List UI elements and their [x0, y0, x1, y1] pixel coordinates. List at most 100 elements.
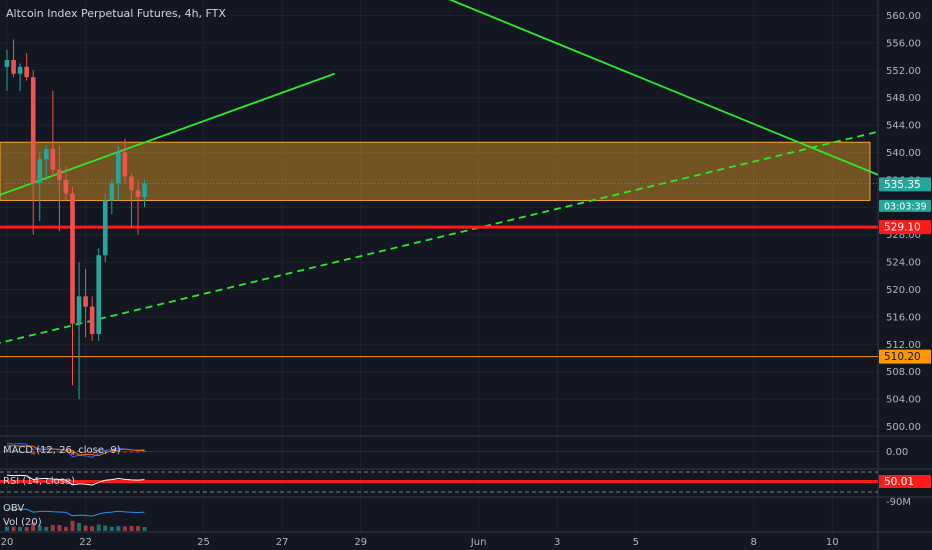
macd-histogram-bar [96, 449, 101, 452]
y-tick-label: 544.00 [886, 121, 921, 132]
candle [37, 152, 43, 221]
volume-bar [50, 524, 55, 531]
macd-histogram-bar [122, 451, 127, 453]
volume-bar [83, 525, 88, 531]
macd-histogram-bar [109, 451, 114, 453]
rsi-indicator-label[interactable]: RSI (14, close) [3, 476, 76, 487]
y-tick-label: 540.00 [886, 148, 921, 159]
macd-histogram-bar [63, 451, 68, 453]
obv-line [6, 508, 145, 517]
rsi-axis-label: 50.01 [884, 476, 914, 488]
candle-body [57, 169, 62, 180]
macd-histogram-bar [116, 450, 121, 452]
macd-histogram-bar [44, 451, 49, 453]
volume-bar [63, 526, 68, 531]
volume-bar [116, 526, 121, 531]
candle-body [50, 149, 56, 170]
x-tick-label: 27 [276, 537, 289, 548]
candle [30, 70, 36, 235]
x-tick-label: 22 [79, 537, 92, 548]
candle-body [129, 176, 134, 191]
candle [24, 53, 29, 81]
macd-axis-label: 0.00 [886, 447, 908, 458]
candle [83, 268, 88, 338]
y-tick-label: 500.00 [886, 422, 921, 433]
candle [116, 145, 121, 201]
main-pane [0, 0, 878, 400]
volume-bar [96, 524, 101, 531]
volume-bar [18, 527, 23, 531]
price-tag-countdown: 03:03:39 [884, 201, 927, 212]
obv-indicator-label[interactable]: OBV [3, 503, 25, 514]
macd-histogram-bar [50, 451, 55, 453]
volume-bar [31, 522, 36, 531]
y-tick-label: 560.00 [886, 11, 921, 22]
candle-body [4, 60, 10, 67]
macd-histogram-bar [136, 451, 140, 453]
candle [89, 296, 95, 341]
y-tick-label: 524.00 [886, 258, 921, 269]
candle-body [116, 152, 121, 184]
y-tick-label: 548.00 [886, 93, 921, 104]
candle-body [96, 255, 101, 335]
volume-bar [70, 520, 75, 531]
price-tag-support: 529.10 [884, 222, 921, 234]
x-tick-label: 10 [826, 537, 839, 548]
indicator-panes [0, 442, 878, 531]
macd-histogram-bar [37, 450, 42, 452]
y-tick-label: 528.00 [886, 230, 921, 241]
y-tick-label: 552.00 [886, 66, 921, 77]
candle-body [30, 77, 36, 184]
candle [44, 145, 49, 180]
candle-body [11, 60, 16, 74]
macd-histogram-bar [142, 451, 147, 453]
trendline-2 [0, 130, 878, 344]
macd-histogram-bar [18, 451, 23, 453]
macd-histogram-bar [77, 450, 82, 452]
x-tick-label: 8 [751, 537, 757, 548]
macd-histogram-bar [129, 451, 134, 453]
y-tick-label: 516.00 [886, 312, 921, 323]
candle-body [70, 193, 75, 324]
candle-body [76, 296, 82, 324]
macd-histogram-bar [57, 451, 62, 453]
volume-bar [24, 527, 29, 531]
x-tick-label: 3 [554, 537, 560, 548]
candle-body [83, 296, 88, 307]
macd-indicator-label[interactable]: MACD (12, 26, close, 9) [3, 445, 121, 456]
volume-bar [142, 527, 147, 531]
y-tick-label: 504.00 [886, 395, 921, 406]
price-tag-level: 510.20 [884, 351, 921, 363]
y-tick-label: 512.00 [886, 340, 921, 351]
candle-body [142, 183, 147, 198]
candle-body [109, 183, 115, 201]
trendline-1 [448, 0, 878, 176]
candle [96, 248, 101, 341]
y-tick-label: 520.00 [886, 285, 921, 296]
candle-body [17, 66, 23, 74]
price-tag-last_price-bg [879, 177, 931, 192]
candle [109, 179, 115, 215]
candle [129, 173, 134, 228]
candle [102, 193, 108, 263]
x-tick-label: 25 [197, 537, 210, 548]
price-tag-level-bg [879, 349, 931, 364]
volume-bar [129, 526, 134, 531]
macd-line [6, 442, 145, 458]
x-tick-label: 5 [633, 537, 639, 548]
volume-bar [37, 525, 42, 531]
candle-body [37, 159, 43, 184]
volume-bar [44, 526, 49, 531]
resistance-zone [0, 141, 871, 201]
candle [4, 49, 10, 91]
y-tick-label: 508.00 [886, 367, 921, 378]
x-tick-label: Jun [470, 537, 487, 548]
volume-bar [5, 526, 9, 531]
rsi-line [6, 474, 145, 486]
volume-bar [11, 526, 16, 531]
candle [17, 63, 23, 91]
volume-bar [90, 526, 95, 531]
price-tag-support-bg [879, 220, 931, 235]
volume-indicator-label[interactable]: Vol (20) [3, 517, 42, 528]
